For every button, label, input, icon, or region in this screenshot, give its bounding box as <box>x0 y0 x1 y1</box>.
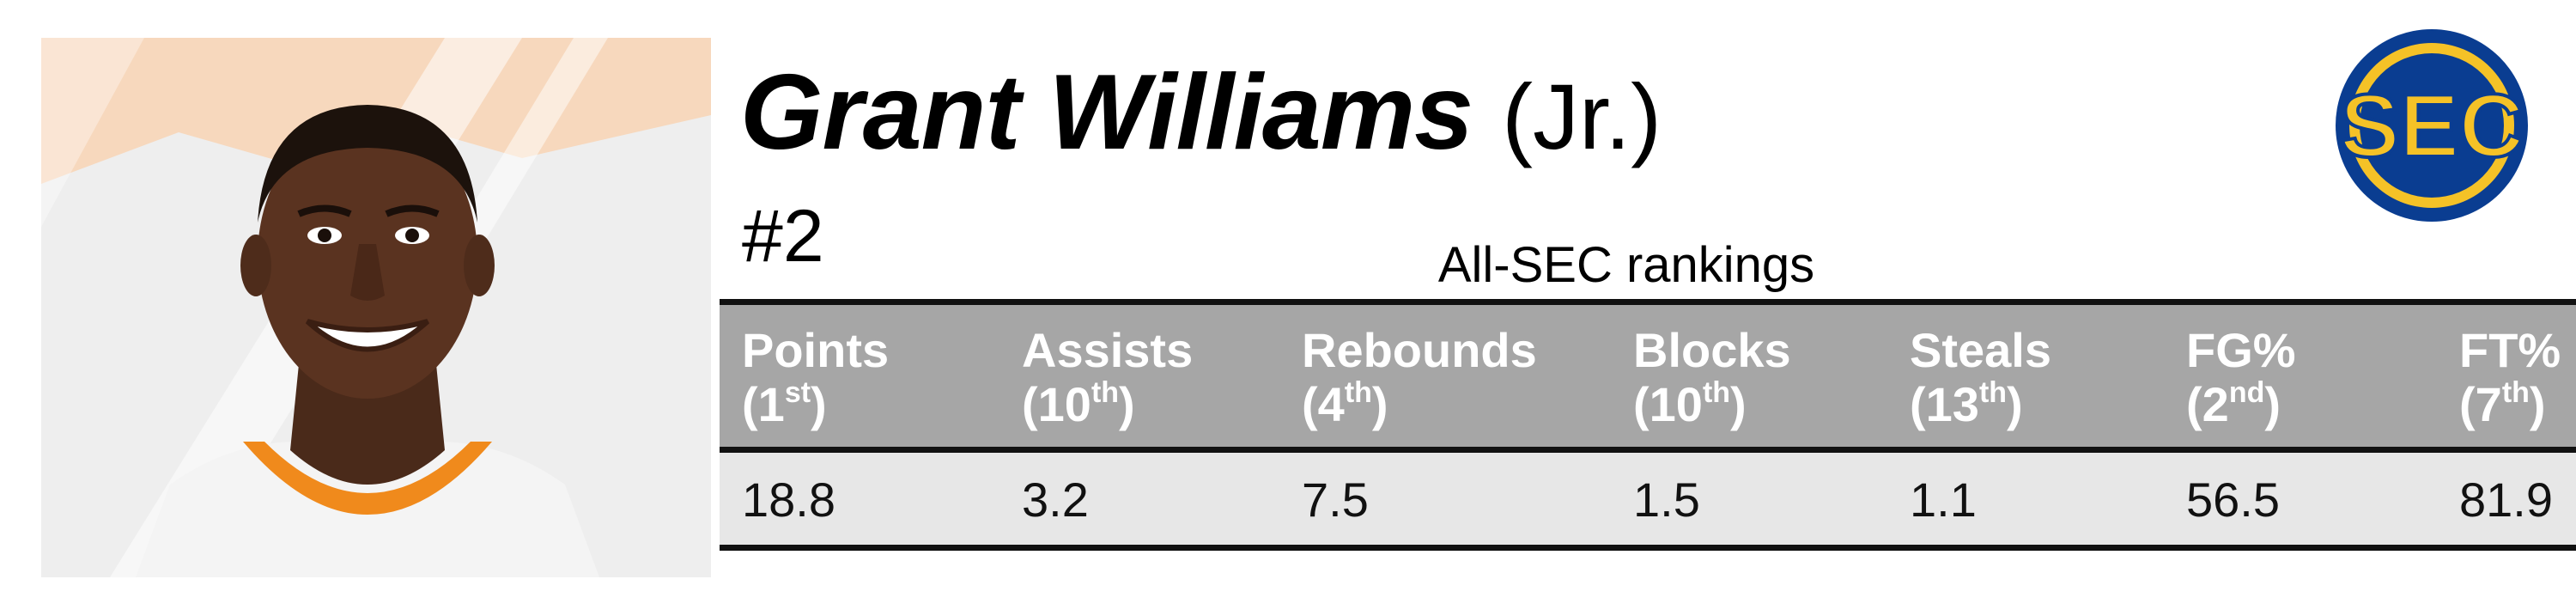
rankings-value-row: 18.8 3.2 7.5 1.5 1.1 56.5 81.9 <box>720 449 2576 552</box>
stat-value: 1.1 <box>1887 449 2164 552</box>
sec-logo: SEC <box>2332 26 2531 225</box>
jersey-number: #2 <box>742 195 824 278</box>
stat-rank: (1st) <box>742 375 827 431</box>
stat-rank-number: 1 <box>757 376 785 431</box>
stat-rank-suffix: st <box>784 375 811 409</box>
stat-header-assists: Assists (10th) <box>999 298 1279 454</box>
stat-rank: (10th) <box>1633 375 1747 431</box>
stat-value: 3.2 <box>999 449 1279 552</box>
stat-value: 81.9 <box>2437 449 2576 552</box>
stat-header-points: Points (1st) <box>720 298 999 454</box>
stat-rank-suffix: th <box>1344 375 1372 409</box>
rankings-header-row: Points (1st) Assists (10th) Rebounds (4th) Blo… <box>720 298 2576 454</box>
stat-rank-suffix: nd <box>2228 375 2265 409</box>
player-header: Grant Williams (Jr.) <box>740 52 1662 180</box>
stat-label: Assists <box>1022 323 1194 377</box>
stat-header-ft-pct: FT% (7th) <box>2437 298 2576 454</box>
rankings-table: Points (1st) Assists (10th) Rebounds (4th) Blo… <box>720 298 2576 552</box>
stat-value: 56.5 <box>2164 449 2437 552</box>
stat-value: 18.8 <box>720 449 999 552</box>
stat-label: FG% <box>2186 323 2296 377</box>
stat-rank: (10th) <box>1022 375 1135 431</box>
stat-rank-number: 10 <box>1649 376 1703 431</box>
stat-rank: (2nd) <box>2186 375 2281 431</box>
stat-rank-suffix: th <box>1702 375 1731 409</box>
stat-header-fg-pct: FG% (2nd) <box>2164 298 2437 454</box>
stat-rank: (7th) <box>2459 375 2546 431</box>
stat-rank-suffix: th <box>2501 375 2530 409</box>
stat-rank-number: 7 <box>2475 376 2502 431</box>
player-headshot-image <box>41 38 711 577</box>
stat-value: 7.5 <box>1279 449 1611 552</box>
player-name: Grant Williams <box>740 53 1473 172</box>
stat-rank-number: 2 <box>2202 376 2229 431</box>
sec-logo-text: SEC <box>2340 76 2524 176</box>
player-class: (Jr.) <box>1502 64 1662 168</box>
player-photo <box>41 38 711 577</box>
stat-rank-suffix: th <box>1091 375 1120 409</box>
stat-header-blocks: Blocks (10th) <box>1611 298 1887 454</box>
stat-label: Blocks <box>1633 323 1791 377</box>
stat-rank-number: 4 <box>1317 376 1345 431</box>
stat-rank-number: 10 <box>1037 376 1091 431</box>
stat-header-rebounds: Rebounds (4th) <box>1279 298 1611 454</box>
stat-label: FT% <box>2459 323 2561 377</box>
stat-label: Steals <box>1910 323 2051 377</box>
stat-rank: (13th) <box>1910 375 2023 431</box>
stat-rank: (4th) <box>1302 375 1388 431</box>
stat-label: Rebounds <box>1302 323 1537 377</box>
stat-rank-number: 13 <box>1925 376 1979 431</box>
stat-rank-suffix: th <box>1978 375 2008 409</box>
stat-label: Points <box>742 323 890 377</box>
stat-header-steals: Steals (13th) <box>1887 298 2164 454</box>
stat-value: 1.5 <box>1611 449 1887 552</box>
table-caption: All-SEC rankings <box>1437 237 1815 293</box>
